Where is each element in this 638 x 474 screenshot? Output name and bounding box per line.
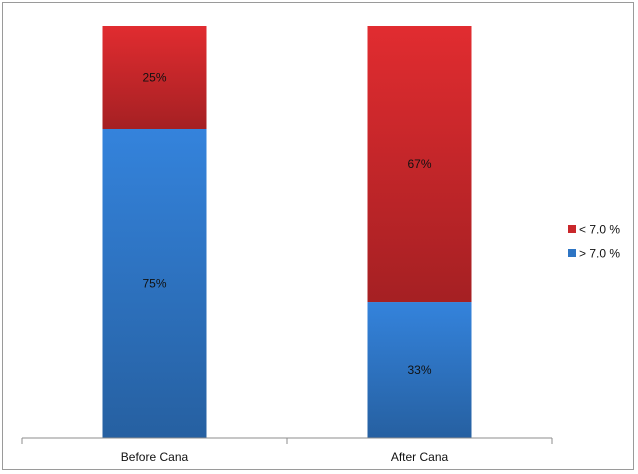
bars-layer [102, 26, 472, 438]
data-label: 33% [407, 363, 431, 377]
x-tick-label: After Cana [391, 450, 449, 464]
x-axis: Before Cana After Cana [21, 437, 553, 464]
legend-swatch [568, 225, 576, 233]
bar-segment [102, 26, 207, 129]
legend: < 7.0 % > 7.0 % [568, 223, 620, 261]
legend-label: > 7.0 % [579, 247, 620, 261]
data-label: 25% [142, 71, 166, 85]
bar-segment [102, 129, 207, 438]
bar-segment [367, 302, 472, 438]
legend-label: < 7.0 % [579, 223, 620, 237]
legend-swatch [568, 249, 576, 257]
data-label: 75% [142, 277, 166, 291]
bar-segment [367, 26, 472, 303]
x-tick-label: Before Cana [121, 450, 189, 464]
data-label: 67% [407, 157, 431, 171]
data-labels-layer: 75% 25% 33% 67% [142, 71, 431, 378]
